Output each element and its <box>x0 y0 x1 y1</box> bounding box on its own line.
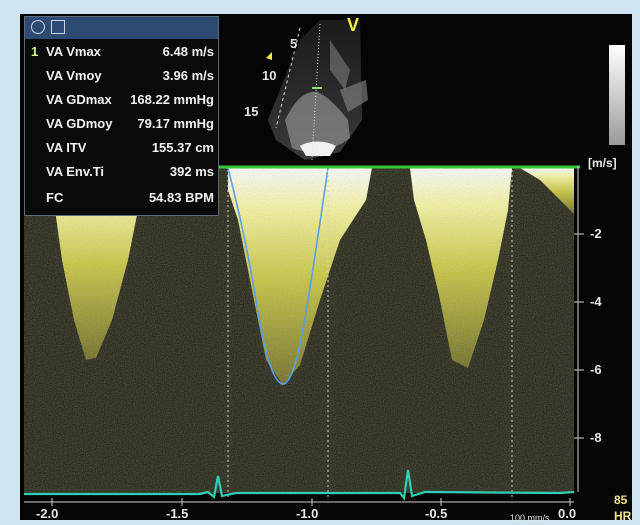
measurement-panel: 1 VA Vmax 6.48 m/s VA Vmoy 3.96 m/s VA G… <box>24 16 219 216</box>
measurement-row-va-env-ti: VA Env.Ti 392 ms <box>25 161 218 183</box>
measurement-value: 6.48 m/s <box>163 44 214 59</box>
grayscale-bar <box>609 45 625 145</box>
y-tick-label: -8 <box>590 430 602 445</box>
measurement-label: VA ITV <box>46 140 86 155</box>
measurement-value: 3.96 m/s <box>163 68 214 83</box>
measurement-row-fc: FC 54.83 BPM <box>25 187 218 209</box>
echo-tissue-bright <box>300 142 336 157</box>
measurement-value: 392 ms <box>170 164 214 179</box>
settings-icon[interactable] <box>51 20 65 34</box>
x-tick-label: -0.5 <box>425 506 447 521</box>
measurement-row-va-gdmax: VA GDmax 168.22 mmHg <box>25 89 218 111</box>
x-tick-label: -1.5 <box>166 506 188 521</box>
measurement-label: FC <box>46 190 63 205</box>
measurement-row-va-vmoy: VA Vmoy 3.96 m/s <box>25 65 218 87</box>
measurement-panel-header <box>25 17 218 39</box>
heart-rate-label: HR <box>614 509 631 523</box>
x-tick-label: -2.0 <box>36 506 58 521</box>
depth-label: 10 <box>262 68 276 83</box>
velocity-unit-label: [m/s] <box>588 156 617 170</box>
depth-label: 15 <box>244 104 258 119</box>
measurement-value: 54.83 BPM <box>149 190 214 205</box>
orientation-marker <box>266 52 272 60</box>
measurement-row-va-gdmoy: VA GDmoy 79.17 mmHg <box>25 113 218 135</box>
x-tick-label: 0.0 <box>558 506 576 521</box>
measurement-label: VA Vmax <box>46 44 101 59</box>
heart-rate-value: 85 <box>614 493 627 507</box>
record-icon[interactable] <box>31 20 45 34</box>
measurement-value: 168.22 mmHg <box>130 92 214 107</box>
measurement-value: 155.37 cm <box>152 140 214 155</box>
measurement-row-va-itv: VA ITV 155.37 cm <box>25 137 218 159</box>
y-tick-label: -4 <box>590 294 602 309</box>
measurement-label: VA Vmoy <box>46 68 102 83</box>
measurement-value: 79.17 mmHg <box>137 116 214 131</box>
view-marker: V <box>347 15 359 36</box>
measurement-label: VA GDmoy <box>46 116 112 131</box>
x-tick-label: -1.0 <box>296 506 318 521</box>
measurement-label: VA GDmax <box>46 92 112 107</box>
sweep-speed: 100 mm/s <box>510 513 550 523</box>
y-tick-label: -2 <box>590 226 602 241</box>
depth-label: 5 <box>290 36 297 51</box>
measurement-label: VA Env.Ti <box>46 164 104 179</box>
measurement-index: 1 <box>31 44 38 59</box>
y-tick-label: -6 <box>590 362 602 377</box>
measurement-row-va-vmax: 1 VA Vmax 6.48 m/s <box>25 41 218 63</box>
